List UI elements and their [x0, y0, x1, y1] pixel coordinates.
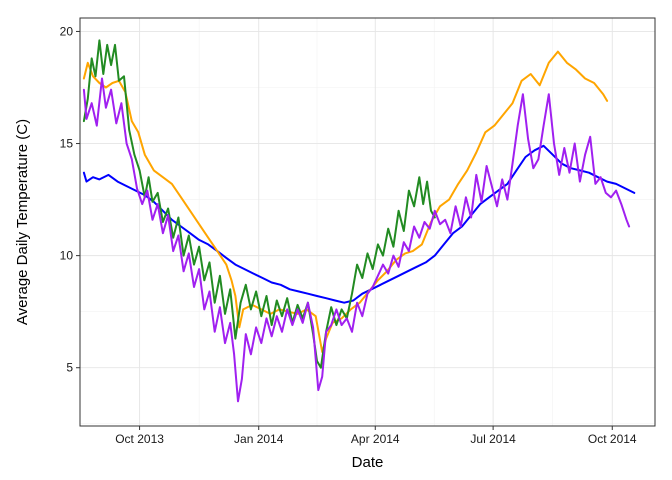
y-axis: 5 10 15 20 — [60, 24, 80, 375]
y-tick-label: 10 — [60, 249, 74, 263]
x-tick-label: Apr 2014 — [351, 432, 400, 446]
x-tick-label: Jul 2014 — [470, 432, 516, 446]
minor-gridlines — [80, 18, 655, 426]
series-line-4 — [82, 77, 631, 403]
x-tick-label: Jan 2014 — [234, 432, 284, 446]
x-axis: Oct 2013 Jan 2014 Apr 2014 Jul 2014 Oct 2014 — [115, 426, 637, 446]
major-gridlines — [80, 18, 655, 426]
x-tick-label: Oct 2013 — [115, 432, 164, 446]
series-line-3 — [82, 39, 436, 369]
x-axis-title: Date — [352, 454, 384, 471]
y-tick-label: 5 — [66, 361, 73, 375]
y-tick-label: 15 — [60, 137, 74, 151]
series-lines — [82, 39, 636, 403]
y-tick-label: 20 — [60, 24, 74, 38]
y-axis-title: Average Daily Temperature (C) — [14, 119, 31, 325]
plot-panel-border — [79, 17, 656, 427]
x-tick-label: Oct 2014 — [588, 432, 637, 446]
